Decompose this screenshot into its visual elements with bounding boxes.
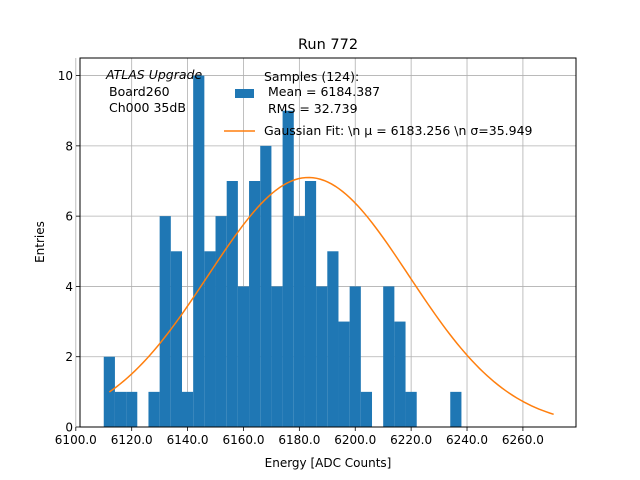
histogram-bar <box>450 391 462 427</box>
x-tick-label: 6100.0 <box>55 433 97 447</box>
x-tick-label: 6240.0 <box>446 433 488 447</box>
histogram-bar <box>271 286 283 427</box>
axes-frame <box>79 57 577 428</box>
x-axis-ticks: 6100.0 6120.0 6140.0 6160.0 6180.0 6200.0 6220… <box>55 427 544 447</box>
histogram-bar <box>293 216 305 427</box>
legend-samples-line-3: RMS = 32.739 <box>264 101 358 116</box>
annotation-line-1: ATLAS Upgrade <box>105 67 202 82</box>
x-tick-label: 6260.0 <box>502 433 544 447</box>
legend: Samples (124): Mean = 6184.387 RMS = 32.… <box>224 69 533 138</box>
y-axis-label: Entries <box>33 221 47 263</box>
atlas-annotation: ATLAS Upgrade Board260 Ch000 35dB <box>105 67 202 115</box>
x-tick-label: 6140.0 <box>167 433 209 447</box>
histogram-bar <box>282 110 294 427</box>
histogram-bar <box>237 286 250 427</box>
x-tick-label: 6120.0 <box>111 433 153 447</box>
y-tick-label: 0 <box>65 421 73 435</box>
histogram-bar <box>159 216 171 427</box>
plot-area: 6100.0 6120.0 6140.0 6160.0 6180.0 6200.0 6220… <box>55 57 577 447</box>
histogram-bar <box>204 251 216 427</box>
annotation-line-3: Ch000 35dB <box>109 100 186 115</box>
x-tick-label: 6160.0 <box>222 433 264 447</box>
histogram-bar <box>327 251 339 427</box>
y-tick-label: 4 <box>65 280 73 294</box>
histogram-bar <box>181 391 194 427</box>
histogram-bar <box>360 391 373 427</box>
histogram-bar <box>349 286 361 427</box>
annotation-line-2: Board260 <box>109 84 170 99</box>
chart-title: Run 772 <box>298 37 358 53</box>
histogram-bar <box>394 321 406 427</box>
legend-bars-marker <box>235 89 254 98</box>
histogram-bar <box>249 181 261 427</box>
y-tick-label: 10 <box>58 69 73 83</box>
x-tick-label: 6200.0 <box>334 433 376 447</box>
y-axis-ticks: 0 2 4 6 8 10 <box>58 69 80 435</box>
histogram-bar <box>405 391 417 427</box>
histogram-bar <box>260 145 272 427</box>
histogram-bar <box>304 181 317 427</box>
histogram-bar <box>215 216 227 427</box>
histogram-bar <box>126 391 138 427</box>
histogram-bar <box>226 181 238 427</box>
histogram-bar <box>148 391 160 427</box>
gaussian-fit-line <box>108 176 554 416</box>
histogram-bar <box>316 286 328 427</box>
legend-samples-line-2: Mean = 6184.387 <box>264 84 380 99</box>
histogram-bar <box>170 251 182 427</box>
histogram-bar <box>114 391 127 427</box>
y-tick-label: 2 <box>65 350 73 364</box>
legend-fit-label: Gaussian Fit: \n μ = 6183.256 \n σ=35.94… <box>264 123 533 138</box>
histogram-bar <box>193 75 205 428</box>
x-tick-label: 6220.0 <box>390 433 432 447</box>
x-tick-label: 6180.0 <box>278 433 320 447</box>
y-tick-label: 8 <box>65 139 73 153</box>
y-tick-label: 6 <box>65 210 73 224</box>
histogram-bar <box>383 286 395 427</box>
legend-samples-line-1: Samples (124): <box>264 69 359 84</box>
x-axis-label: Energy [ADC Counts] <box>265 456 392 470</box>
histogram-bar <box>338 321 350 427</box>
